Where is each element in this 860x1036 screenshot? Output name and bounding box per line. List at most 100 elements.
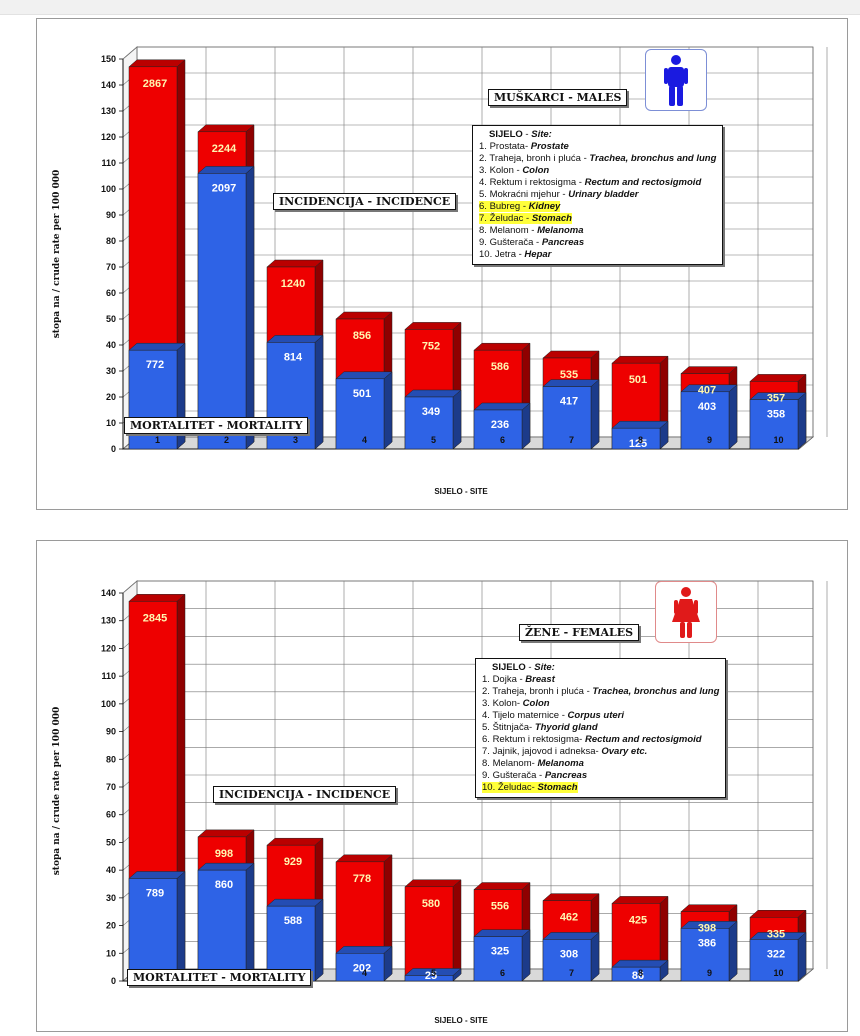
x-tick-label: 6 — [500, 435, 505, 445]
mortality-bar — [197, 869, 247, 982]
incidence-value-label: 586 — [491, 361, 509, 373]
incidence-value-label: 998 — [215, 848, 233, 860]
x-tick-label: 9 — [707, 968, 712, 978]
incidence-bar-top — [749, 910, 807, 918]
mortality-value-label: 202 — [353, 962, 371, 974]
incidence-bar-top — [749, 374, 807, 382]
legend-item: 6. Bubreg - Kidney — [479, 201, 561, 212]
incidence-bar-top — [473, 882, 531, 890]
legend-item: 2. Traheja, bronh i pluća - Trachea, bro… — [479, 153, 717, 164]
mortality-bar — [611, 427, 661, 450]
incidence-value-label: 556 — [491, 901, 509, 913]
mortality-value-label: 322 — [767, 948, 785, 960]
incidence-bar-top — [335, 854, 393, 863]
mortality-bar — [542, 939, 592, 982]
legend-item: 6. Rektum i rektosigma- Rectum and recto… — [482, 734, 702, 745]
mortality-bar-top — [197, 862, 255, 871]
incidence-bar-side — [452, 879, 462, 982]
incidence-bar-top — [542, 893, 600, 901]
legend-title: SIJELO - Site: — [489, 129, 552, 140]
incidence-value-label: 335 — [767, 928, 785, 940]
legend-item: 9. Gušterača - Pancreas — [479, 237, 585, 248]
y-tick-label: 40 — [106, 865, 116, 875]
y-tick-label: 20 — [106, 392, 116, 402]
mortality-bar-side — [590, 931, 600, 982]
incidence-value-label: 929 — [284, 856, 302, 868]
mortality-bar — [542, 386, 592, 450]
mortality-bar-side — [245, 165, 255, 450]
x-axis-title: SIJELO - SITE — [434, 1016, 488, 1025]
y-tick-label: 30 — [106, 366, 116, 376]
incidence-value-label: 778 — [353, 873, 371, 885]
mortality-bar-side — [452, 389, 462, 450]
legend-item: 8. Melanom- Melanoma — [482, 758, 584, 769]
male-figure-icon — [664, 55, 688, 106]
incidence-bar-top — [266, 259, 324, 268]
mortality-bar — [128, 878, 178, 982]
mortality-bar — [335, 378, 385, 450]
y-tick-label: 110 — [101, 158, 116, 168]
mortality-bar-top — [128, 342, 186, 351]
y-tick-label: 110 — [101, 671, 116, 681]
y-tick-label: 50 — [106, 314, 116, 324]
y-tick-label: 90 — [106, 727, 116, 737]
mortality-bar — [611, 966, 661, 982]
mortality-bar — [404, 975, 454, 982]
mortality-bar-side — [590, 379, 600, 450]
y-tick-label: 30 — [106, 893, 116, 903]
y-tick-label: 0 — [111, 976, 116, 986]
mortality-value-label: 349 — [422, 406, 440, 418]
y-tick-label: 10 — [106, 418, 116, 428]
legend-item: 5. Mokraćni mjehur - Urinary bladder — [479, 189, 639, 200]
y-tick-label: 100 — [101, 184, 116, 194]
mortality-bar-side — [245, 862, 255, 982]
x-tick-label: 5 — [431, 968, 436, 978]
mortality-bar-top — [128, 871, 186, 879]
mortality-value-label: 125 — [629, 438, 647, 450]
incidence-value-label: 856 — [353, 330, 371, 342]
y-tick-label: 70 — [106, 782, 116, 792]
y-tick-label: 60 — [106, 288, 116, 298]
legend-item: 3. Kolon- Colon — [482, 698, 550, 709]
legend-item: 10. Želudac- Stomach — [482, 782, 578, 793]
site-legend: SIJELO - Site: 1. Dojka - Breast 2. Trahej… — [475, 658, 727, 798]
x-tick-label: 8 — [638, 435, 643, 445]
mortality-bar-side — [314, 334, 324, 450]
mortality-bar-top — [611, 420, 669, 429]
chart-title: ŽENE - FEMALES — [519, 624, 640, 641]
mortality-value-label: 772 — [146, 359, 164, 371]
y-tick-label: 40 — [106, 340, 116, 350]
chart-title: MUŠKARCI - MALES — [488, 89, 628, 106]
incidence-value-label: 2867 — [143, 78, 167, 90]
y-tick-label: 10 — [106, 948, 116, 958]
incidence-value-label: 357 — [767, 392, 785, 404]
y-tick-label: 60 — [106, 810, 116, 820]
incidence-label: INCIDENCIJA - INCIDENCE — [213, 786, 397, 803]
incidence-bar-top — [680, 904, 738, 912]
incidence-bar-top — [611, 355, 669, 364]
female-figure-icon-box — [655, 581, 717, 643]
incidence-bar-top — [404, 879, 462, 888]
x-axis-title: SIJELO - SITE — [434, 487, 488, 496]
viewer-top-bar — [0, 0, 860, 15]
y-tick-label: 120 — [101, 643, 116, 653]
mortality-bar-side — [797, 931, 807, 982]
incidence-bar-top — [611, 896, 669, 904]
x-tick-label: 1 — [155, 435, 160, 445]
males-chart-panel: 0 10 20 30 40 50 60 70 80 90 100 110 120 130 140 150 sto… — [36, 18, 848, 510]
y-tick-label: 70 — [106, 262, 116, 272]
mortality-bar-side — [521, 402, 531, 450]
x-tick-label: 3 — [293, 435, 298, 445]
male-figure-icon-box — [645, 49, 707, 111]
x-tick-label: 4 — [362, 435, 367, 445]
legend-item: 10. Jetra - Hepar — [479, 249, 552, 260]
incidence-value-label: 398 — [698, 923, 716, 935]
y-tick-label: 140 — [101, 588, 116, 598]
legend-item: 4. Rektum i rektosigma - Rectum and rect… — [479, 177, 702, 188]
mortality-bar-top — [266, 898, 324, 907]
mortality-bar-top — [542, 932, 600, 940]
female-figure-icon — [672, 587, 700, 638]
mortality-bar — [749, 399, 799, 450]
legend-title: SIJELO - Site: — [492, 662, 555, 673]
incidence-value-label: 535 — [560, 369, 578, 381]
